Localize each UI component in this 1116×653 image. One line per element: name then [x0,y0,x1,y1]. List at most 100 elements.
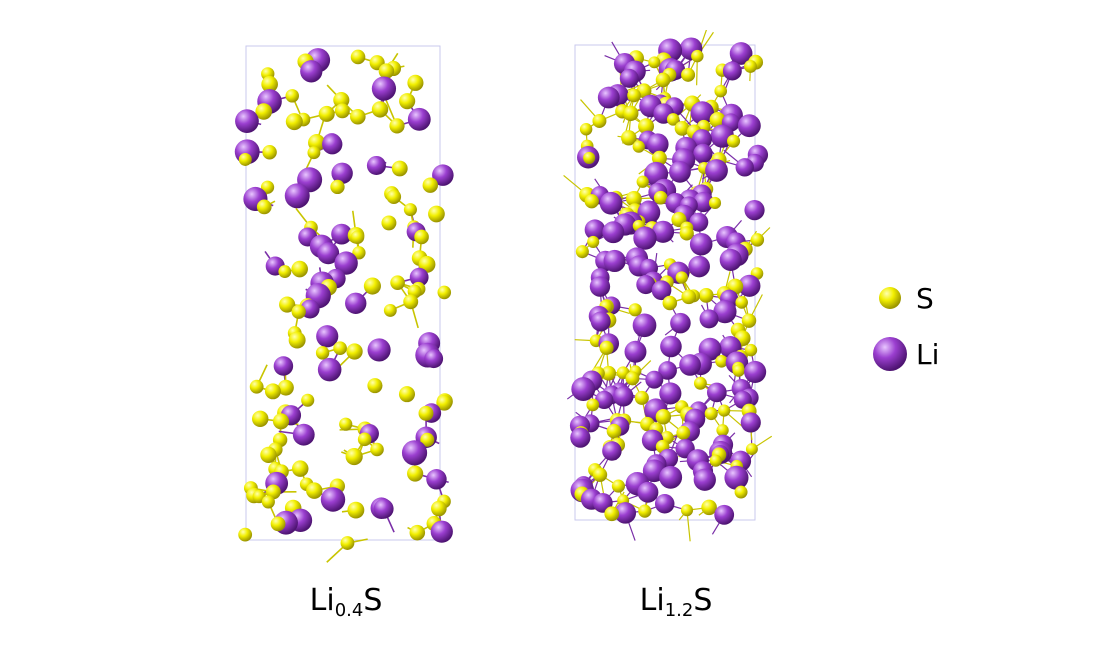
lithium-atom [284,183,310,209]
sulfur-atom [350,108,366,125]
lithium-atom [614,502,637,524]
sulfur-atom [399,93,416,110]
sulfur-atom [352,246,366,260]
lithium-atom [426,469,447,490]
sulfur-atom [744,59,757,73]
lithium-atom [599,191,623,215]
lithium-atom [651,280,672,301]
sulfur-atom [606,423,622,439]
sulfur-atom [288,331,306,349]
sulfur-atom [717,404,731,417]
sulfur-atom [291,460,309,477]
sulfur-atom [587,235,600,248]
lithium-atom [367,338,391,362]
sulfur-atom [709,454,722,467]
legend-label: S [916,281,934,315]
sulfur-atom [363,277,381,295]
lithium-atom [729,42,753,65]
lithium-atom [679,354,701,376]
sulfur-atom [676,425,691,440]
sulfur-atom [422,177,438,193]
lithium-atom [300,60,323,83]
sulfur-atom [261,75,278,93]
lithium-atom [740,412,761,433]
lithium-atom [659,465,683,489]
lithium-atom [602,221,625,244]
sulfur-atom [735,296,748,309]
lithium-atom [590,311,611,332]
lithium-atom [744,360,767,383]
sulfur-atom [727,134,741,148]
sulfur-atom [398,386,416,403]
lithium-atom [334,251,358,275]
sulfur-atom [662,295,678,311]
sulfur-atom [370,442,384,457]
sulfur-atom [628,303,642,317]
sulfur-atom [681,67,696,82]
lithium-atom [589,276,611,297]
lithium-atom [632,313,657,338]
formula-element-s: S [693,583,713,618]
sulfur-atom [238,527,253,542]
sulfur-atom [579,123,593,136]
sulfur-atom [681,289,697,305]
sulfur-atom [632,140,645,153]
sulfur-atom [333,341,347,355]
lithium-atom [738,274,761,297]
sulfur-atom [264,383,281,400]
sulfur-atom [270,516,286,532]
sulfur-atom [599,340,614,355]
structure-panel-li12s [540,30,810,570]
sulfur-atom [750,233,765,247]
legend: S Li [870,270,939,382]
sulfur-atom [638,504,652,518]
lithium-atom [432,164,454,186]
sulfur-atom [390,275,405,290]
lithium-atom [345,292,367,314]
sulfur-atom [693,376,707,390]
sulfur-atom [734,485,748,499]
sulfur-atom [261,495,275,509]
sulfur-atom [621,130,637,146]
sulfur-atom [698,288,714,303]
lithium-atom [292,423,315,446]
atoms-group [569,37,769,525]
lithium-atom [645,370,664,389]
sulfur-atom [715,355,728,368]
sulfur-atom [391,160,408,177]
sulfur-atom [586,398,600,412]
sulfur-atom [428,205,445,223]
atoms-group [234,48,454,550]
sulfur-atom [272,413,290,430]
sulfur-atom [291,304,306,319]
sulfur-atom [431,500,447,517]
sulfur-atom [315,346,330,360]
sulfur-atom [675,271,688,284]
formula-element-s: S [363,583,383,618]
sulfur-atom [716,424,729,437]
atomic-structure-li12s [563,30,773,542]
sulfur-atom [601,365,617,381]
sulfur-atom [436,394,453,411]
lithium-atom [366,155,386,176]
sulfur-atom [256,199,272,215]
lithium-atom [430,520,453,543]
lithium-atom [724,465,749,490]
lithium-atom [737,114,761,138]
sulfur-atom [403,294,419,310]
lithium-atom [719,248,742,272]
lithium-atom [273,356,294,376]
sulfur-atom [291,260,308,278]
sulfur-atom [279,296,296,313]
sulfur-atom [714,84,728,98]
sulfur-atom [339,417,353,431]
lithium-atom [689,212,709,232]
lithium-atom [401,440,428,466]
sulfur-atom [744,343,758,357]
sulfur-atom [407,74,424,91]
formula-element-li: Li [309,583,335,618]
legend-item-sulfur: S [870,270,939,326]
sulfur-atom [655,409,672,425]
sulfur-atom [330,179,345,195]
sulfur-atom [627,88,641,103]
